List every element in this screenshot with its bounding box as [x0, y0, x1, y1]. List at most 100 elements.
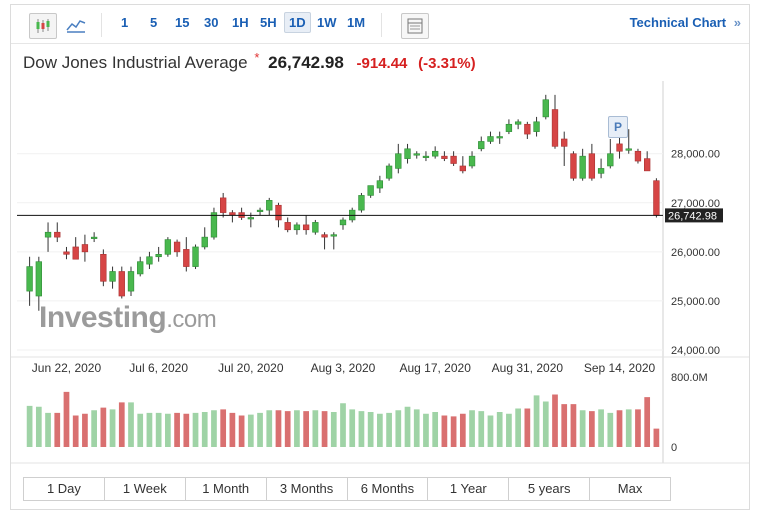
candle-body — [81, 244, 89, 253]
period-1[interactable]: 1 — [121, 15, 129, 30]
range-5-years[interactable]: 5 years — [509, 478, 591, 500]
volume-tick-label: 0 — [671, 442, 677, 454]
y-tick-label: 28,000.00 — [671, 149, 720, 161]
volume-bar — [128, 402, 134, 447]
candle-body — [35, 261, 42, 297]
range-3-months[interactable]: 3 Months — [267, 478, 348, 500]
period-15[interactable]: 15 — [175, 15, 190, 30]
volume-bar — [358, 411, 365, 447]
candle-body — [229, 212, 236, 216]
candle-body — [441, 155, 448, 159]
candle-body — [570, 153, 577, 179]
volume-bar — [183, 413, 190, 447]
candle-body — [266, 200, 273, 211]
event-marker[interactable]: P — [608, 116, 628, 138]
period-5[interactable]: 5 — [150, 15, 158, 30]
technical-chart-label: Technical Chart — [629, 15, 727, 30]
period-1d[interactable]: 1D — [284, 12, 311, 33]
period-1m[interactable]: 1M — [347, 15, 366, 30]
candle-body — [653, 180, 660, 216]
candle-body — [404, 148, 411, 159]
candle-body — [561, 138, 568, 147]
volume-bar — [441, 415, 448, 447]
volume-bar — [118, 402, 125, 447]
candle-body — [72, 246, 79, 260]
volume-bar — [561, 404, 568, 447]
candle-body — [376, 180, 384, 189]
range-6-months[interactable]: 6 Months — [348, 478, 429, 500]
volume-bar — [413, 409, 420, 447]
candle-body — [293, 224, 301, 231]
candle-body — [551, 109, 559, 147]
candle-body — [256, 209, 264, 212]
price-change: -914.44 — [356, 55, 408, 72]
volume-bar — [174, 412, 180, 447]
range-1-day[interactable]: 1 Day — [24, 478, 105, 500]
volume-bar — [247, 414, 254, 447]
candle-body — [625, 148, 632, 151]
period-1h[interactable]: 1H — [232, 15, 249, 30]
candle-body — [63, 251, 70, 255]
volume-bar — [275, 410, 282, 447]
volume-bar — [459, 413, 466, 447]
candle-body — [220, 197, 227, 213]
volume-bar — [552, 394, 558, 447]
candle-body — [514, 121, 522, 125]
period-5h[interactable]: 5H — [260, 15, 277, 30]
candle-body — [109, 271, 116, 282]
volume-bar — [257, 412, 263, 447]
range-1-week[interactable]: 1 Week — [105, 478, 186, 500]
candle-body — [54, 231, 61, 238]
candle-body — [588, 153, 596, 179]
volume-bar — [524, 408, 531, 447]
x-tick-label: Sep 14, 2020 — [584, 361, 656, 375]
candle-body — [275, 204, 282, 221]
volume-bar — [165, 413, 171, 447]
period-1w[interactable]: 1W — [317, 15, 337, 30]
instrument-name: Dow Jones Industrial Average — [23, 53, 248, 72]
range-1-year[interactable]: 1 Year — [428, 478, 510, 500]
range-selector: 1 Day 1 Week 1 Month 3 Months 6 Months 1… — [23, 477, 671, 501]
volume-bar — [515, 408, 521, 447]
x-tick-label: Jun 22, 2020 — [32, 361, 102, 375]
chart-toolbar: 1 5 15 30 1H 5H 1D 1W 1M Technical Chart… — [11, 5, 749, 44]
volume-bar — [330, 412, 337, 447]
candle-body — [450, 155, 457, 164]
volume-bar — [533, 395, 540, 447]
technical-chart-link[interactable]: Technical Chart » — [630, 15, 741, 30]
volume-bar — [625, 409, 632, 447]
candle-body — [100, 254, 107, 282]
volume-bar — [607, 412, 614, 447]
logo-main-text: Investing — [39, 301, 167, 334]
candle-body — [358, 195, 365, 211]
range-max[interactable]: Max — [617, 481, 643, 496]
volume-bar — [72, 415, 79, 447]
volume-bar — [367, 412, 374, 447]
data-table-icon[interactable] — [401, 13, 429, 39]
candle-body — [312, 222, 319, 233]
volume-bar — [542, 401, 549, 447]
candle-body — [533, 121, 540, 132]
candle-body — [339, 219, 347, 226]
volume-bar — [220, 409, 227, 447]
candle-body — [44, 231, 52, 238]
last-price-tag — [665, 208, 723, 223]
candle-body — [644, 158, 651, 172]
candle-body — [478, 141, 485, 150]
volume-bar — [82, 413, 88, 447]
area-chart-icon[interactable] — [63, 13, 89, 37]
candle-body — [146, 256, 153, 265]
volume-bar — [137, 413, 144, 447]
candle-body — [247, 217, 254, 220]
range-1-month[interactable]: 1 Month — [186, 478, 267, 500]
volume-bar — [238, 415, 245, 447]
candlestick-chart-icon[interactable] — [29, 13, 57, 39]
volume-bar — [54, 412, 61, 447]
volume-bar — [155, 412, 162, 447]
volume-bar — [432, 412, 439, 447]
candle-body — [330, 234, 337, 237]
volume-bar — [303, 411, 309, 447]
volume-bar — [63, 391, 70, 447]
period-30[interactable]: 30 — [204, 15, 219, 30]
candle-body — [284, 222, 291, 231]
